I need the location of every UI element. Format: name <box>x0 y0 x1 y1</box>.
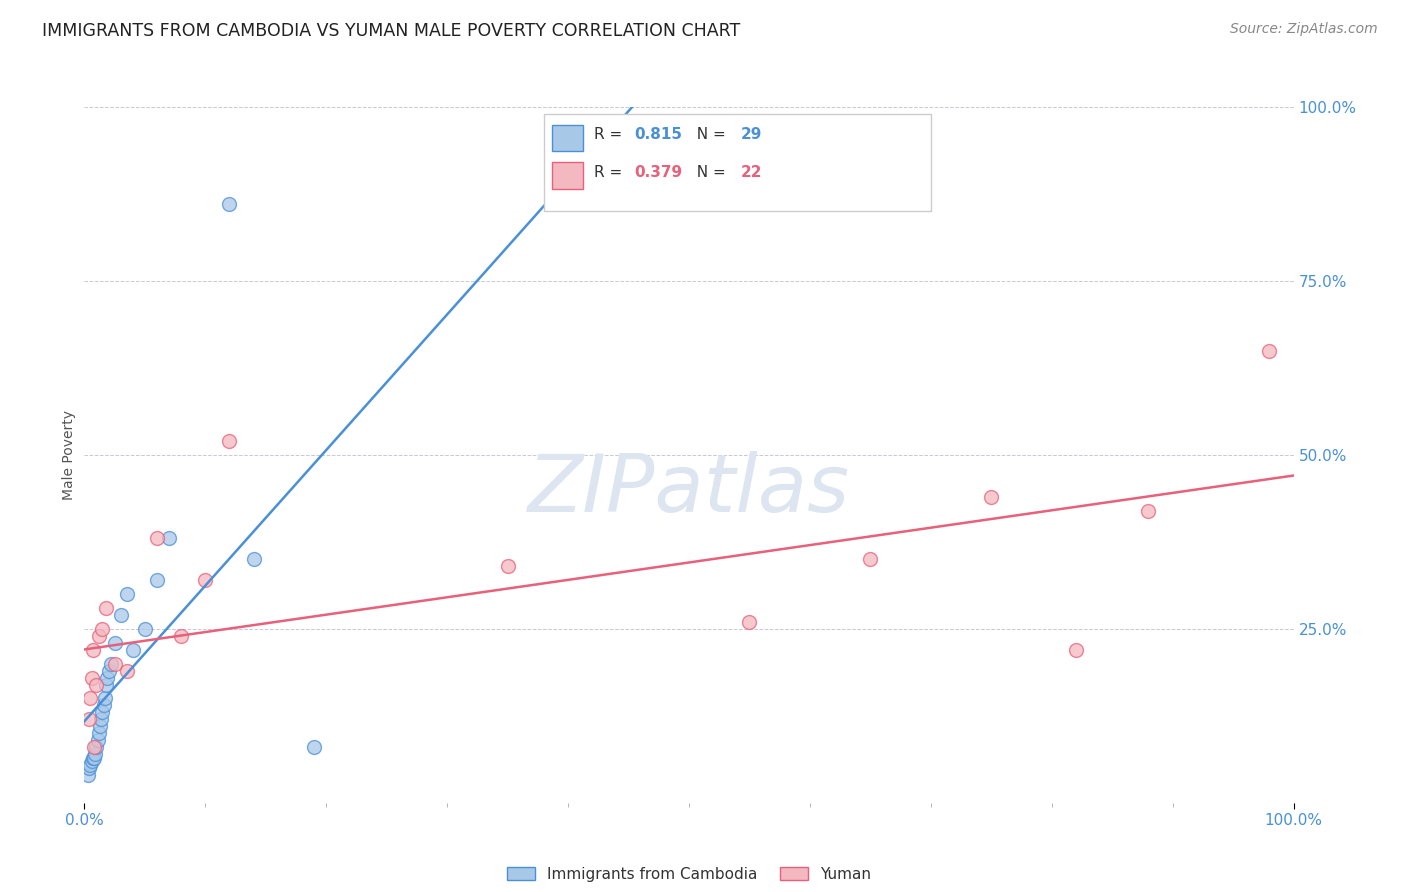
Point <box>82 642 104 657</box>
Point <box>86 733 108 747</box>
Point <box>218 434 240 448</box>
Point <box>170 629 193 643</box>
Point <box>242 552 264 566</box>
Point <box>86 677 108 691</box>
Text: 0.815: 0.815 <box>634 128 682 143</box>
Point <box>77 768 100 782</box>
Point <box>93 698 115 713</box>
Point <box>84 747 107 761</box>
Point <box>91 706 114 720</box>
Point <box>97 664 120 678</box>
Point <box>77 712 100 726</box>
Point <box>77 761 100 775</box>
Point <box>980 490 1002 504</box>
Point <box>134 622 156 636</box>
Point <box>83 750 105 764</box>
Point <box>218 197 240 211</box>
Point <box>86 740 108 755</box>
Point <box>115 664 138 678</box>
Text: 29: 29 <box>741 128 762 143</box>
Point <box>83 740 105 755</box>
Point <box>194 573 217 587</box>
Point <box>110 607 132 622</box>
Text: N =: N = <box>688 128 731 143</box>
Point <box>100 657 122 671</box>
Point <box>87 629 110 643</box>
Point <box>157 532 180 546</box>
Point <box>87 726 110 740</box>
Point <box>1137 503 1160 517</box>
Text: N =: N = <box>688 165 731 180</box>
Point <box>121 642 143 657</box>
Point <box>496 559 519 574</box>
Point <box>94 601 117 615</box>
Point <box>146 573 169 587</box>
Text: R =: R = <box>595 128 627 143</box>
Point <box>80 754 103 768</box>
Point <box>104 636 127 650</box>
Point <box>91 622 114 636</box>
Point <box>80 671 103 685</box>
Point <box>115 587 138 601</box>
Text: IMMIGRANTS FROM CAMBODIA VS YUMAN MALE POVERTY CORRELATION CHART: IMMIGRANTS FROM CAMBODIA VS YUMAN MALE P… <box>42 22 741 40</box>
Point <box>79 691 101 706</box>
Legend: Immigrants from Cambodia, Yuman: Immigrants from Cambodia, Yuman <box>499 859 879 889</box>
Point <box>89 719 111 733</box>
Point <box>94 677 117 691</box>
Point <box>90 712 112 726</box>
Text: ZIPatlas: ZIPatlas <box>527 450 851 529</box>
Point <box>146 532 169 546</box>
Point <box>738 615 761 629</box>
Point <box>94 691 117 706</box>
Text: Source: ZipAtlas.com: Source: ZipAtlas.com <box>1230 22 1378 37</box>
Point <box>1064 642 1087 657</box>
Point <box>82 750 104 764</box>
Point <box>859 552 882 566</box>
Point <box>302 740 325 755</box>
Text: 22: 22 <box>741 165 762 180</box>
Point <box>79 757 101 772</box>
Y-axis label: Male Poverty: Male Poverty <box>62 410 76 500</box>
Point <box>1258 343 1281 358</box>
Text: 0.379: 0.379 <box>634 165 682 180</box>
Point <box>96 671 118 685</box>
Point <box>104 657 127 671</box>
Text: R =: R = <box>595 165 627 180</box>
